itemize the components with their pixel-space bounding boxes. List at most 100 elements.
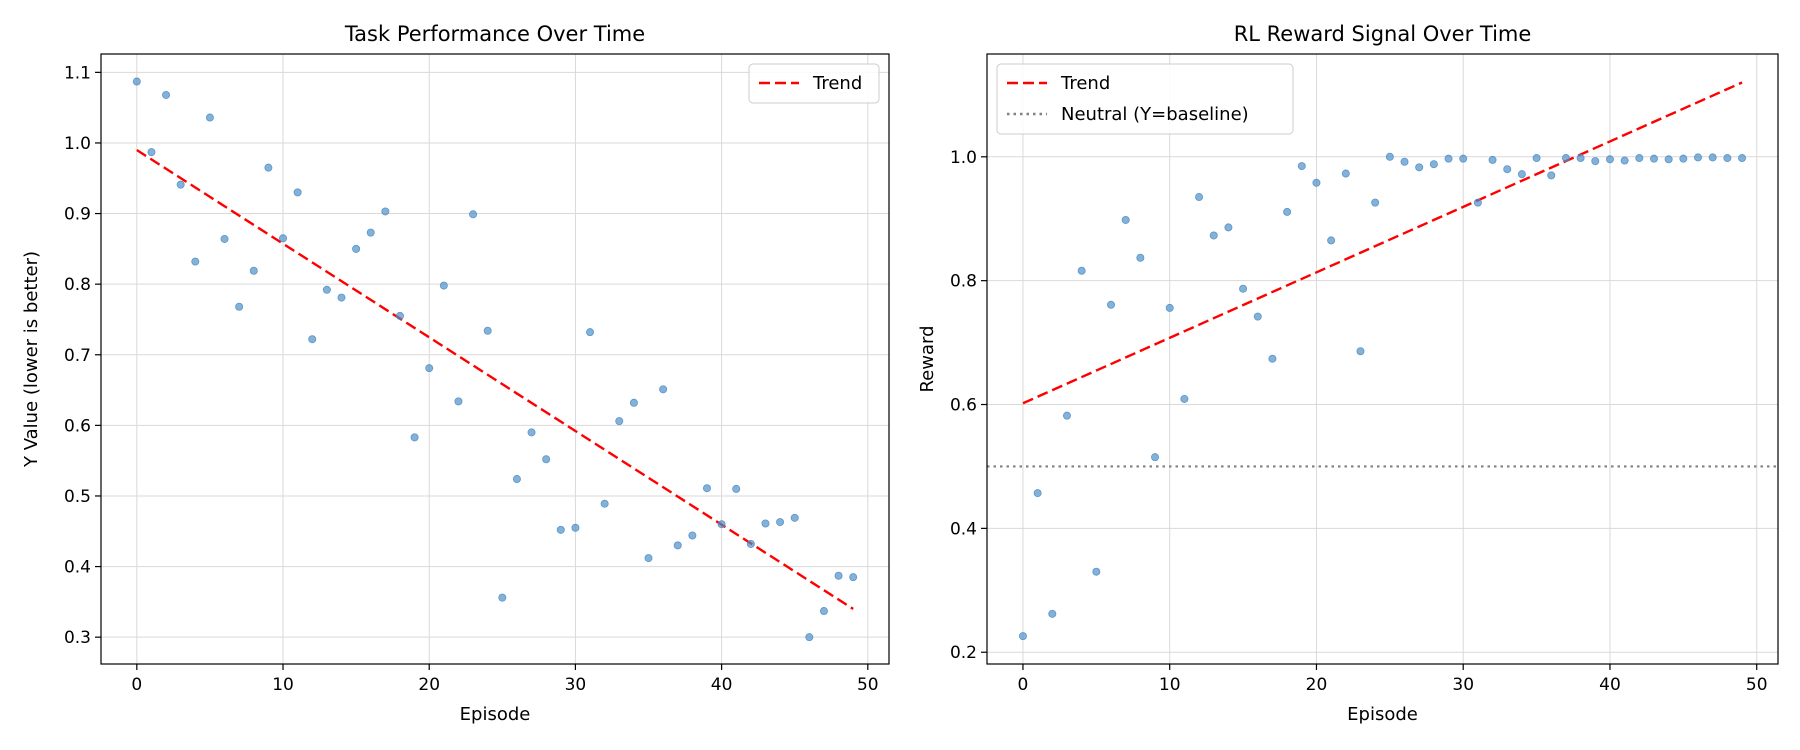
data-point: [1385, 152, 1394, 161]
x-tick-label: 40: [711, 675, 733, 695]
x-axis-label: Episode: [1347, 704, 1418, 725]
data-point: [162, 90, 171, 99]
data-point: [571, 523, 580, 532]
data-point: [1694, 153, 1703, 162]
data-point: [1092, 567, 1101, 576]
chart-title: RL Reward Signal Over Time: [1234, 22, 1532, 46]
data-point: [1297, 162, 1306, 171]
data-point: [1136, 253, 1145, 262]
data-point: [1649, 154, 1658, 163]
data-point: [586, 328, 595, 337]
data-point: [1268, 354, 1277, 363]
x-tick-label: 20: [1306, 675, 1328, 695]
data-point: [1341, 169, 1350, 178]
data-point: [615, 417, 624, 426]
data-point: [512, 475, 521, 484]
data-point: [1708, 153, 1717, 162]
data-point: [644, 554, 653, 563]
data-point: [395, 311, 404, 320]
trend-line: [1022, 81, 1743, 405]
data-point: [352, 244, 361, 253]
data-point: [1517, 170, 1526, 179]
data-point: [688, 531, 697, 540]
legend-label: Trend: [812, 73, 862, 94]
x-tick-label: 10: [1159, 675, 1181, 695]
data-point: [673, 541, 682, 550]
y-tick-label: 1.1: [64, 63, 91, 83]
trend-line: [136, 149, 854, 610]
data-point: [425, 364, 434, 373]
data-point: [556, 525, 565, 534]
y-tick-label: 0.4: [950, 519, 977, 539]
data-point: [1327, 236, 1336, 245]
x-tick-label: 20: [418, 675, 440, 695]
y-tick-label: 0.8: [950, 272, 977, 292]
data-point: [1312, 178, 1321, 187]
data-point: [293, 188, 302, 197]
data-point: [1253, 312, 1262, 321]
data-point: [1062, 411, 1071, 420]
axis-ticks: 0 10 20 30 40 50 0.2 0.4 0.6 0.8 1.0: [950, 148, 1768, 695]
data-point: [761, 519, 770, 528]
data-point: [527, 428, 536, 437]
data-point: [410, 433, 419, 442]
data-point: [1033, 489, 1042, 498]
legend-box: [996, 63, 1294, 135]
data-point: [1503, 165, 1512, 174]
y-axis-label: Y Value (lower is better): [21, 251, 42, 468]
x-tick-label: 40: [1599, 675, 1621, 695]
data-point: [834, 571, 843, 580]
reference-lines: [136, 149, 854, 610]
x-tick-label: 30: [1452, 675, 1474, 695]
data-point: [1561, 154, 1570, 163]
data-point: [746, 539, 755, 548]
x-tick-label: 30: [565, 675, 587, 695]
data-point: [1679, 154, 1688, 163]
plot-frame: [100, 53, 890, 665]
data-point: [1723, 154, 1732, 163]
y-axis-label: Reward: [917, 325, 938, 392]
data-point: [366, 228, 375, 237]
data-point: [1283, 207, 1292, 216]
y-tick-label: 0.2: [950, 643, 977, 663]
data-point: [1195, 193, 1204, 202]
data-point: [717, 520, 726, 529]
data-point: [264, 163, 273, 172]
x-tick-label: 10: [272, 675, 294, 695]
data-point: [1444, 154, 1453, 163]
data-point: [1077, 266, 1086, 275]
data-point: [1415, 163, 1424, 172]
y-tick-label: 1.0: [64, 134, 91, 154]
plot-frame: [986, 53, 1779, 665]
data-point: [1620, 156, 1629, 165]
data-point: [249, 266, 258, 275]
data-point: [381, 207, 390, 216]
data-point: [1400, 157, 1409, 166]
data-point: [176, 180, 185, 189]
x-tick-label: 50: [857, 675, 879, 695]
data-point: [1429, 160, 1438, 169]
x-tick-label: 50: [1746, 675, 1768, 695]
data-points: [1018, 152, 1747, 641]
y-tick-label: 0.7: [64, 346, 91, 366]
data-point: [1591, 157, 1600, 166]
data-point: [483, 326, 492, 335]
legend: Trend: [748, 63, 880, 104]
data-point: [1209, 231, 1218, 240]
legend-box: [748, 63, 880, 104]
data-point: [1576, 154, 1585, 163]
data-point: [132, 77, 141, 86]
data-point: [1121, 215, 1130, 224]
y-tick-label: 1.0: [950, 148, 977, 168]
data-point: [805, 633, 814, 642]
data-point: [454, 397, 463, 406]
chart-task-performance: 0 10 20 30 40 50 0.3 0.4 0.5 0.6 0.7 0.8 0.9 1.0 1.1 T…: [21, 22, 890, 725]
data-point: [1239, 284, 1248, 293]
data-point: [732, 484, 741, 493]
data-point: [147, 148, 156, 157]
data-point: [1488, 155, 1497, 164]
legend-label: Neutral (Y=baseline): [1061, 104, 1249, 125]
data-point: [279, 234, 288, 243]
data-point: [629, 398, 638, 407]
